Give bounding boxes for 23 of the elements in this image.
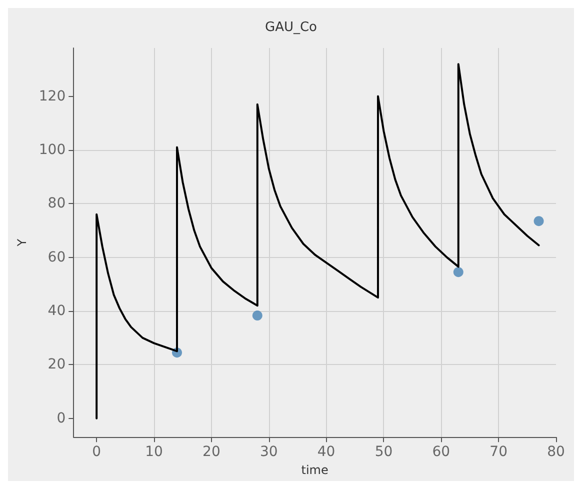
x-axis-title: time — [301, 463, 328, 477]
x-tick-label: 20 — [202, 444, 220, 460]
y-tick-label: 40 — [48, 302, 66, 319]
y-tick-label: 0 — [56, 410, 66, 426]
point — [252, 310, 262, 321]
y-tick-label: 20 — [48, 356, 66, 373]
chart-title: GAU_Co — [264, 20, 318, 35]
y-tick-label: 120 — [38, 88, 66, 104]
y-tick-label: 60 — [48, 249, 66, 266]
y-axis-title: Y — [15, 238, 29, 248]
x-tick-label: 80 — [547, 444, 565, 460]
x-tick-label: 10 — [145, 444, 163, 460]
line-series — [96, 63, 540, 420]
point — [453, 267, 464, 278]
x-tick-label: 60 — [432, 444, 450, 460]
y-tick-label: 80 — [48, 196, 66, 212]
x-tick-label: 30 — [260, 444, 278, 460]
x-tick-label: 0 — [92, 444, 102, 460]
x-tick-label: 40 — [317, 444, 336, 460]
x-tick-label: 70 — [490, 444, 508, 460]
point — [534, 216, 544, 226]
x-tick-label: 50 — [374, 444, 393, 460]
y-tick-label: 100 — [38, 142, 66, 158]
